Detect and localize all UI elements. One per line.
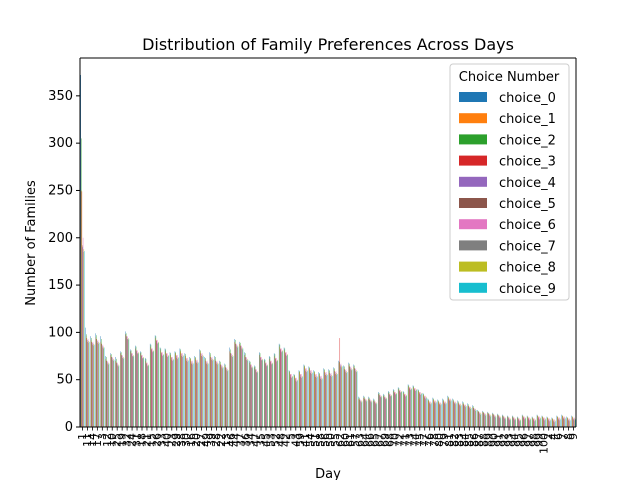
y-tick-label: 300 <box>48 136 73 151</box>
legend-swatch-choice_5 <box>459 198 487 208</box>
legend-title: Choice Number <box>459 70 560 85</box>
chart-title: Distribution of Family Preferences Acros… <box>142 35 514 54</box>
y-tick-label: 150 <box>48 278 73 293</box>
legend-label-choice_7: choice_7 <box>499 239 556 254</box>
legend-swatch-choice_3 <box>459 156 487 166</box>
legend-label-choice_8: choice_8 <box>499 261 556 276</box>
legend-swatch-choice_2 <box>459 134 487 144</box>
y-tick-label: 250 <box>48 183 73 198</box>
y-axis-label: Number of Families <box>24 180 39 306</box>
legend-swatch-choice_0 <box>459 92 487 102</box>
legend-swatch-choice_9 <box>459 283 487 293</box>
legend: Choice Number choice_0 choice_1 choice_2ch… <box>450 64 569 300</box>
legend-label-choice_9: choice_9 <box>499 282 556 297</box>
y-tick-label: 350 <box>48 89 73 104</box>
legend-swatch-choice_4 <box>459 177 487 187</box>
legend-swatch-choice_8 <box>459 262 487 272</box>
legend-label-choice_6: choice_6 <box>499 218 556 233</box>
x-ticks: 1111417312102519322431182115263340232938… <box>76 427 580 454</box>
legend-label-choice_5: choice_5 <box>499 197 556 212</box>
legend-label-choice_1: choice_1 <box>499 112 556 127</box>
legend-label-choice_3: choice_3 <box>499 155 556 170</box>
y-tick-label: 50 <box>56 373 73 388</box>
legend-label-choice_4: choice_4 <box>499 176 556 191</box>
legend-label-choice_0: choice_0 <box>499 91 556 106</box>
y-tick-label: 200 <box>48 231 73 246</box>
y-ticks: 0 50 100 150 200 250 300 350 <box>48 89 80 435</box>
legend-swatch-choice_6 <box>459 219 487 229</box>
legend-swatch-choice_7 <box>459 240 487 250</box>
legend-swatch-choice_1 <box>459 113 487 123</box>
y-tick-label: 100 <box>48 325 73 340</box>
legend-label-choice_2: choice_2 <box>499 133 556 148</box>
y-tick-label: 0 <box>65 420 73 435</box>
x-axis-label: Day <box>315 467 341 480</box>
x-tick-label: 9 <box>567 433 580 440</box>
